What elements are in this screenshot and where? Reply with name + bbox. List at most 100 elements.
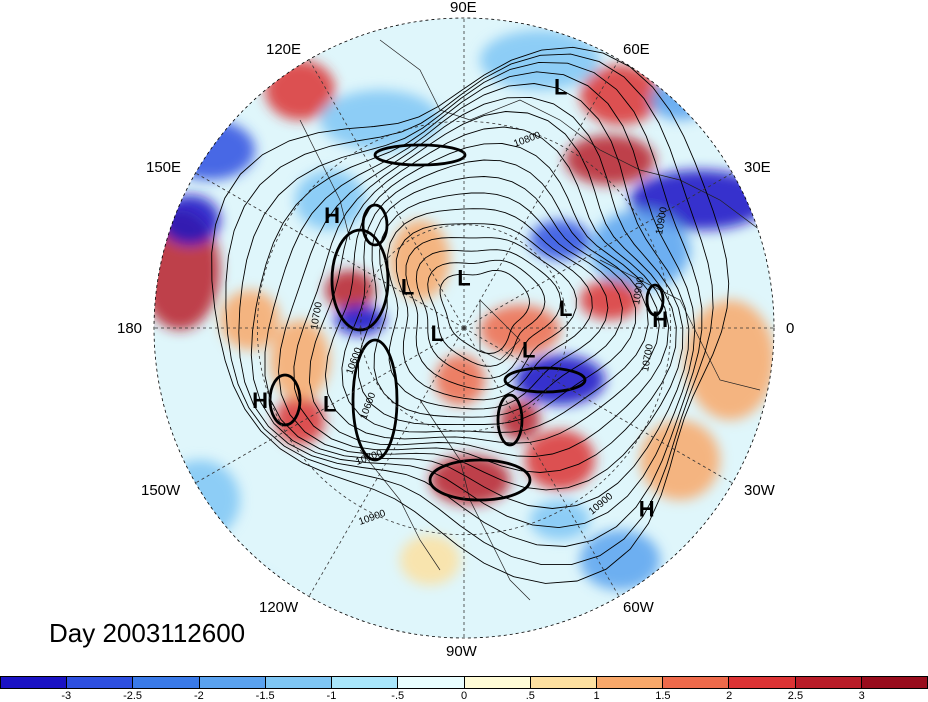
anomaly-blob [320,90,440,150]
jet-contour [503,366,587,394]
colorbar-segment [133,677,200,688]
colorbar-segment [464,677,531,688]
jet-contour [496,393,524,447]
colorbar-tick-label: .5 [525,690,535,702]
colorbar-tick-label: 3 [858,690,865,702]
low-pressure-label: L [522,337,535,362]
height-contour [264,83,690,509]
high-pressure-label: H [639,496,655,521]
lon-label-120e: 120E [266,41,302,58]
colorbar-tick-label: 2.5 [787,690,804,702]
lon-label-90e: 90E [450,0,477,16]
colorbar-tick-label: -1.5 [255,690,275,702]
height-contour [238,61,703,547]
high-pressure-label: H [252,388,268,413]
height-contour [324,143,660,444]
colorbar-tick-label: -.5 [391,690,405,702]
lon-label-120w: 120W [259,599,299,616]
colorbar-segment [663,677,730,688]
colorbar-segment [1,677,68,688]
jet-contour [428,458,532,502]
jet-contour [330,228,390,332]
jet-contour [361,203,389,247]
jet-contour [373,143,467,167]
anomaly-blob [640,420,720,500]
colorbar-segment [861,677,928,688]
anomaly-blob [530,220,590,260]
colorbar-tick-label: 1.5 [655,690,671,702]
colorbar-tick-label: -1 [326,690,337,702]
anomaly-blob [160,460,240,540]
height-contour [278,96,684,491]
colorbar-segment [795,677,862,688]
contour-label: 10900 [631,276,647,306]
height-contour [211,46,730,584]
height-contour [225,53,714,566]
coastline [379,39,761,231]
height-contour [250,71,696,529]
lat-lon-grid [154,18,774,638]
coastline [599,259,761,391]
colorbar-segment [265,677,333,688]
meridian-line [308,59,465,329]
anomaly-blob [220,290,280,350]
lon-label-150w: 150W [141,482,181,499]
lon-label-60e: 60E [623,41,650,58]
meridian-line [463,172,733,329]
colorbar-tick-label: 2 [726,690,733,702]
lon-label-0: 0 [786,320,795,337]
jet-contours [268,143,665,502]
colorbar-segment [530,677,597,688]
meridian-line [463,327,733,484]
anomaly-blob [590,210,690,290]
colorbar-tick-label: -2.5 [123,690,143,702]
high-pressure-label: H [324,203,340,228]
colorbar-segment [596,677,664,688]
lon-label-180: 180 [117,320,143,337]
anomaly-blob [480,305,560,355]
height-contours [211,46,730,584]
low-pressure-label: L [401,274,414,299]
colorbar-segment [398,677,465,688]
anomaly-blob [480,30,600,90]
anomaly-blob [580,530,660,590]
height-contour [373,192,623,418]
height-contour [415,249,562,379]
day-title: Day 2003112600 [49,618,246,648]
height-contour [439,269,530,354]
anomaly-blob [565,135,655,185]
anomaly-blob [400,535,460,585]
meridian-line [463,327,620,597]
jet-contour [351,338,399,462]
contour-label: 10900 [654,206,670,236]
colorbar-tick-label: -3 [61,690,72,702]
colorbar-segment [729,677,796,688]
colorbar-segment [332,677,399,688]
anomaly-blob [500,400,540,440]
contour-label: 10700 [309,301,325,331]
meridian-line [308,327,465,597]
anomaly-blob [154,30,200,90]
colorbar-segment [67,677,134,688]
height-contour [387,208,609,410]
lon-label-90w: 90W [446,643,477,660]
colorbar [0,676,928,689]
colorbar-tick-label: 1 [593,690,600,702]
high-pressure-label: H [652,307,668,332]
low-pressure-label: L [554,74,567,99]
height-contour [293,111,677,473]
lon-label-60w: 60W [623,599,654,616]
lon-label-150e: 150E [146,159,182,176]
anomaly-blob [630,170,770,230]
lon-label-30w: 30W [744,482,775,499]
anomaly-blob [580,65,660,125]
anomaly-blob [580,280,640,320]
coastline [299,119,351,241]
meridian-line [463,59,620,329]
anomaly-blob [435,355,485,405]
colorbar-tick-label: -2 [193,690,204,702]
map-boundary [153,17,775,639]
colorbar-tick-label: 0 [460,690,468,702]
